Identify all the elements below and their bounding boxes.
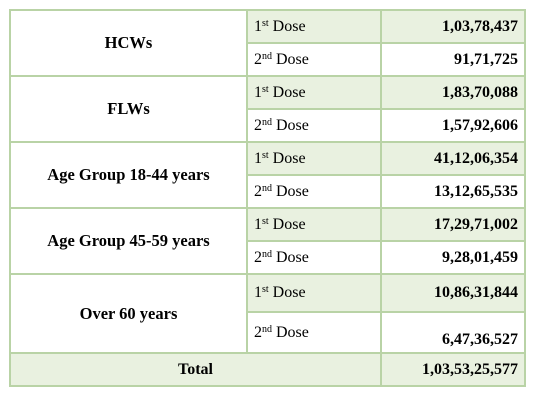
- total-label: Total: [9, 352, 382, 387]
- group-label: FLWs: [9, 75, 248, 143]
- dose-label: 2nd Dose: [246, 174, 382, 209]
- dose-count: 17,29,71,002: [380, 207, 526, 242]
- table-row: Over 60 years 1st Dose 10,86,31,844: [9, 273, 526, 354]
- dose-count: 6,47,36,527: [380, 311, 526, 354]
- dose-count: 10,86,31,844: [380, 273, 526, 313]
- vaccination-table: HCWs 1st Dose 1,03,78,437 2nd Dose 91,71…: [9, 9, 526, 387]
- table-row: 2nd Dose 6,47,36,527: [10, 311, 526, 354]
- dose-label: 1st Dose: [246, 9, 382, 44]
- table-row: Age Group 45-59 years 1st Dose 17,29,71,…: [9, 207, 526, 275]
- dose-label: 1st Dose: [246, 207, 382, 242]
- dose-count: 1,57,92,606: [380, 108, 526, 143]
- table-row: Age Group 18-44 years 1st Dose 41,12,06,…: [9, 141, 526, 209]
- dose-count: 91,71,725: [380, 42, 526, 77]
- dose-label: 2nd Dose: [246, 42, 382, 77]
- table-row: FLWs 1st Dose 1,83,70,088: [9, 75, 526, 143]
- table-row: 2nd Dose 1,57,92,606: [10, 108, 526, 143]
- dose-label: 2nd Dose: [246, 311, 382, 354]
- dose-label: 1st Dose: [246, 141, 382, 176]
- table-row: 2nd Dose 13,12,65,535: [10, 174, 526, 209]
- table-row: 2nd Dose 9,28,01,459: [10, 240, 526, 275]
- table-row: HCWs 1st Dose 1,03,78,437: [9, 9, 526, 77]
- total-value: 1,03,53,25,577: [380, 352, 526, 387]
- dose-label: 1st Dose: [246, 75, 382, 110]
- group-label: Over 60 years: [9, 273, 248, 354]
- group-label: Age Group 18-44 years: [9, 141, 248, 209]
- total-row: Total 1,03,53,25,577: [9, 352, 526, 387]
- table-row: 2nd Dose 91,71,725: [10, 42, 526, 77]
- group-label: Age Group 45-59 years: [9, 207, 248, 275]
- dose-count: 13,12,65,535: [380, 174, 526, 209]
- group-label: HCWs: [9, 9, 248, 77]
- dose-count: 1,83,70,088: [380, 75, 526, 110]
- dose-label: 1st Dose: [246, 273, 382, 313]
- dose-label: 2nd Dose: [246, 240, 382, 275]
- dose-count: 1,03,78,437: [380, 9, 526, 44]
- dose-label: 2nd Dose: [246, 108, 382, 143]
- dose-count: 41,12,06,354: [380, 141, 526, 176]
- dose-count: 9,28,01,459: [380, 240, 526, 275]
